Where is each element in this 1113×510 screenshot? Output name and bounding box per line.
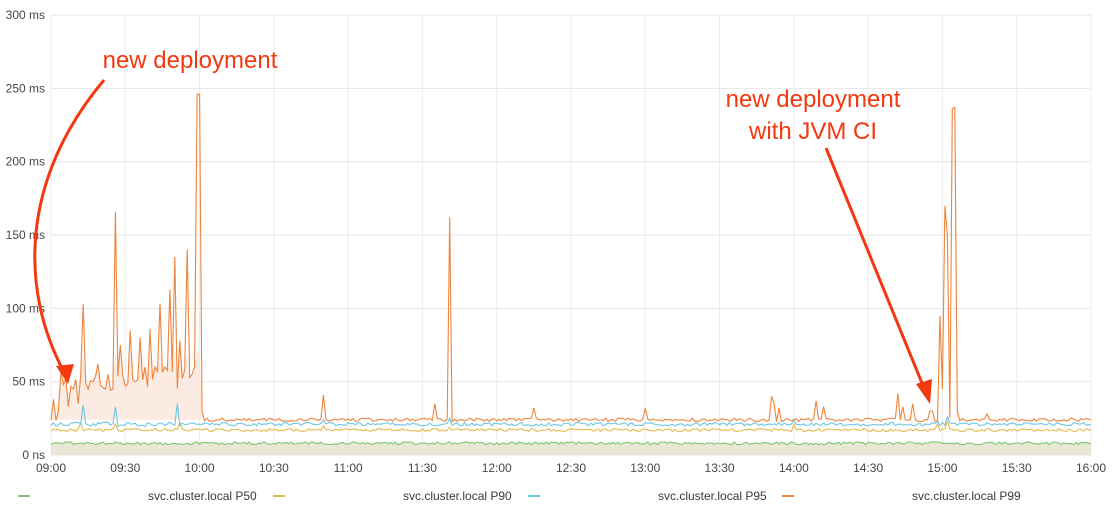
legend-item[interactable]: svc.cluster.local P50 xyxy=(18,489,257,503)
y-axis: 0 ns 50 ms 100 ms 150 ms 200 ms 250 ms 300 ms xyxy=(6,8,45,462)
y-tick-label: 300 ms xyxy=(6,8,45,22)
x-tick-label: 16:00 xyxy=(1076,461,1106,475)
annotation-jvm-ci-line: new deployment xyxy=(726,86,901,113)
y-tick-label: 100 ms xyxy=(6,301,45,315)
x-tick-label: 11:30 xyxy=(408,461,437,475)
legend-item[interactable]: svc.cluster.local P95 xyxy=(528,489,767,503)
x-tick-label: 12:00 xyxy=(482,461,512,475)
legend-label: svc.cluster.local P50 xyxy=(148,489,257,503)
legend-item[interactable]: svc.cluster.local P99 xyxy=(782,489,1021,503)
x-tick-label: 11:00 xyxy=(334,461,363,475)
legend-label: svc.cluster.local P95 xyxy=(658,489,767,503)
x-tick-label: 15:30 xyxy=(1002,461,1032,475)
x-axis: 09:00 09:30 10:00 10:30 11:00 11:30 12:00 12:30… xyxy=(36,461,1106,475)
legend-label: svc.cluster.local P99 xyxy=(912,489,1021,503)
legend[interactable]: svc.cluster.local P50 svc.cluster.local P… xyxy=(18,489,1021,503)
p50-area xyxy=(51,441,1091,455)
x-tick-label: 10:30 xyxy=(259,461,289,475)
annotation-jvm-ci-line: with JVM CI xyxy=(748,118,877,145)
legend-label: svc.cluster.local P90 xyxy=(403,489,512,503)
chart-grid xyxy=(50,14,1092,456)
series-line-p90 xyxy=(50,419,1092,433)
arrow-right xyxy=(824,147,926,389)
legend-item[interactable]: svc.cluster.local P90 xyxy=(273,489,512,503)
series-line-p99 xyxy=(50,93,1092,423)
x-tick-label: 14:00 xyxy=(779,461,809,475)
arrowhead-right xyxy=(916,379,932,404)
y-tick-label: 50 ms xyxy=(12,375,45,389)
y-tick-label: 200 ms xyxy=(6,155,45,169)
x-tick-label: 10:00 xyxy=(185,461,215,475)
arrow-left xyxy=(33,79,106,373)
y-tick-label: 250 ms xyxy=(6,81,45,95)
y-tick-label: 150 ms xyxy=(6,228,45,242)
x-tick-label: 12:30 xyxy=(556,461,586,475)
x-tick-label: 14:30 xyxy=(853,461,883,475)
series-line-p95 xyxy=(50,403,1092,428)
x-tick-label: 13:30 xyxy=(705,461,735,475)
x-tick-label: 09:30 xyxy=(110,461,140,475)
annotation-new-deployment: new deployment xyxy=(103,47,278,74)
y-tick-label: 0 ns xyxy=(22,448,45,462)
x-tick-label: 13:00 xyxy=(630,461,660,475)
x-tick-label: 09:00 xyxy=(36,461,66,475)
x-tick-label: 15:00 xyxy=(927,461,957,475)
series-line-p50 xyxy=(50,441,1092,446)
series-lines xyxy=(50,93,1092,446)
annotations: new deployment new deployment with JVM CI xyxy=(33,47,932,404)
arrowhead-left xyxy=(56,364,74,384)
